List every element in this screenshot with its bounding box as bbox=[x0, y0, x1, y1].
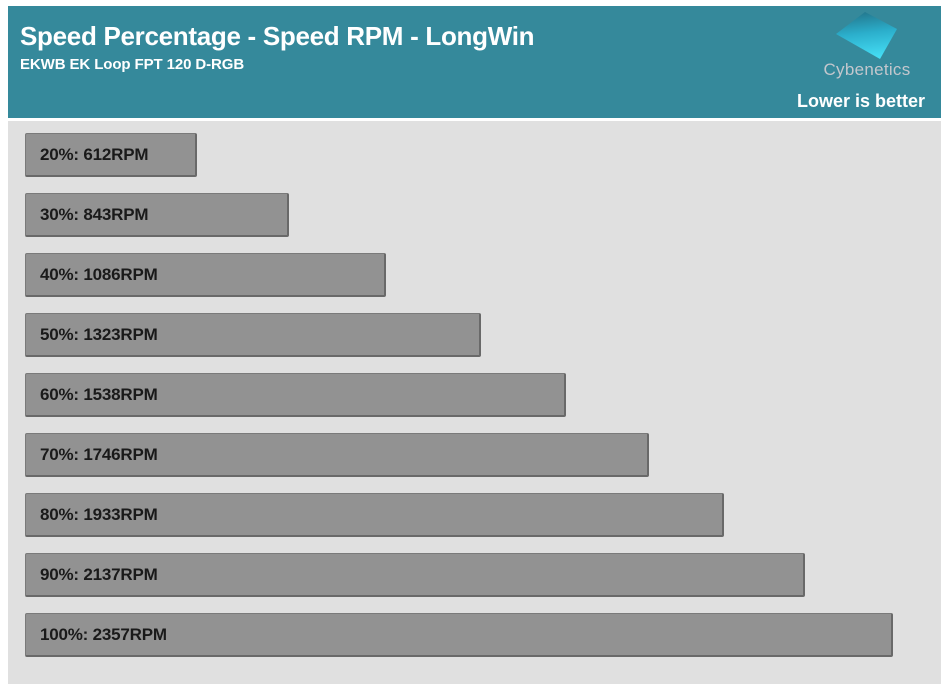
brand-block: Cybenetics bbox=[807, 10, 927, 80]
bar-chart-plot-area: 20%: 612RPM 30%: 843RPM 40%: 1086RPM 50%: 1… bbox=[8, 121, 941, 684]
bar: 70%: 1746RPM bbox=[25, 433, 649, 477]
bar-row: 70%: 1746RPM bbox=[25, 433, 941, 477]
bar: 50%: 1323RPM bbox=[25, 313, 481, 357]
bar-row: 90%: 2137RPM bbox=[25, 553, 941, 597]
bar-row: 80%: 1933RPM bbox=[25, 493, 941, 537]
brand-name: Cybenetics bbox=[823, 60, 911, 79]
bar-row: 30%: 843RPM bbox=[25, 193, 941, 237]
chart-header: Speed Percentage - Speed RPM - LongWin E… bbox=[8, 6, 941, 118]
bar: 60%: 1538RPM bbox=[25, 373, 566, 417]
bar-label: 80%: 1933RPM bbox=[40, 504, 158, 524]
bar: 40%: 1086RPM bbox=[25, 253, 386, 297]
bar: 20%: 612RPM bbox=[25, 133, 197, 177]
bar: 30%: 843RPM bbox=[25, 193, 289, 237]
bar: 100%: 2357RPM bbox=[25, 613, 893, 657]
bar-label: 20%: 612RPM bbox=[40, 144, 149, 164]
bar-row: 50%: 1323RPM bbox=[25, 313, 941, 357]
lower-is-better-note: Lower is better bbox=[796, 91, 925, 111]
bar-label: 40%: 1086RPM bbox=[40, 264, 158, 284]
bar-row: 20%: 612RPM bbox=[25, 133, 941, 177]
chart-subtitle: EKWB EK Loop FPT 120 D-RGB bbox=[20, 55, 245, 73]
cybenetics-diamond-icon bbox=[836, 12, 897, 59]
bar-label: 70%: 1746RPM bbox=[40, 444, 158, 464]
bar-label: 30%: 843RPM bbox=[40, 204, 149, 224]
bar: 90%: 2137RPM bbox=[25, 553, 805, 597]
page-title: Speed Percentage - Speed RPM - LongWin bbox=[20, 21, 535, 51]
bar-row: 40%: 1086RPM bbox=[25, 253, 941, 297]
bar-row: 100%: 2357RPM bbox=[25, 613, 941, 657]
bar: 80%: 1933RPM bbox=[25, 493, 724, 537]
bar-row: 60%: 1538RPM bbox=[25, 373, 941, 417]
bar-label: 50%: 1323RPM bbox=[40, 324, 158, 344]
bar-label: 90%: 2137RPM bbox=[40, 564, 158, 584]
bar-label: 60%: 1538RPM bbox=[40, 384, 158, 404]
bar-label: 100%: 2357RPM bbox=[40, 624, 167, 644]
chart-card: Speed Percentage - Speed RPM - LongWin E… bbox=[8, 6, 941, 684]
